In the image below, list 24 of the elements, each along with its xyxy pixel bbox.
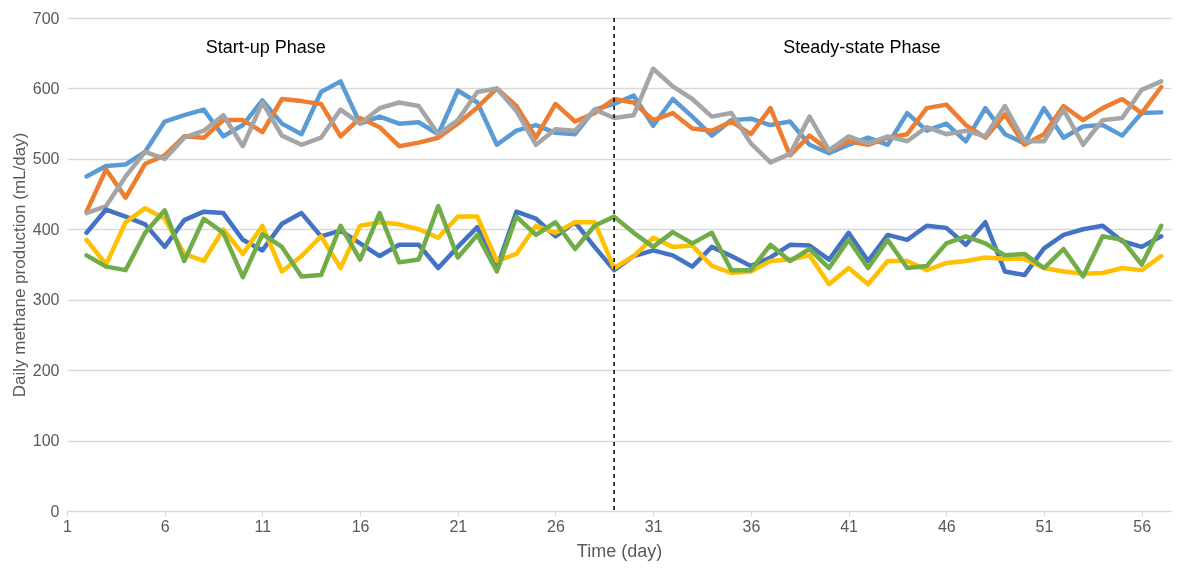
x-tick-label: 21 bbox=[449, 517, 468, 535]
x-tick-label: 51 bbox=[1035, 517, 1054, 535]
x-tick-label: 56 bbox=[1133, 517, 1152, 535]
annotation: Start-up Phase bbox=[205, 37, 326, 57]
y-tick-label: 700 bbox=[32, 9, 60, 27]
x-tick-label: 11 bbox=[254, 517, 272, 535]
y-tick-label: 500 bbox=[32, 150, 60, 168]
y-tick-label: 100 bbox=[32, 432, 60, 450]
y-tick-label: 600 bbox=[32, 79, 60, 97]
x-tick-label: 41 bbox=[840, 517, 859, 535]
y-tick-label: 400 bbox=[32, 220, 60, 238]
y-tick-label: 300 bbox=[32, 291, 60, 309]
annotation: Steady-state Phase bbox=[783, 37, 941, 57]
x-tick-label: 46 bbox=[937, 517, 956, 535]
x-tick-label: 26 bbox=[547, 517, 565, 535]
y-tick-label: 200 bbox=[32, 361, 60, 379]
x-tick-label: 6 bbox=[160, 517, 170, 535]
x-tick-label: 36 bbox=[742, 517, 761, 535]
x-axis-title: Time (day) bbox=[576, 540, 663, 561]
y-tick-label: 0 bbox=[50, 502, 60, 520]
x-tick-label: 1 bbox=[63, 517, 73, 535]
x-tick-label: 16 bbox=[351, 517, 370, 535]
y-axis-title: Daily methane production (mL/day) bbox=[9, 132, 29, 398]
x-tick-label: 31 bbox=[644, 517, 663, 535]
